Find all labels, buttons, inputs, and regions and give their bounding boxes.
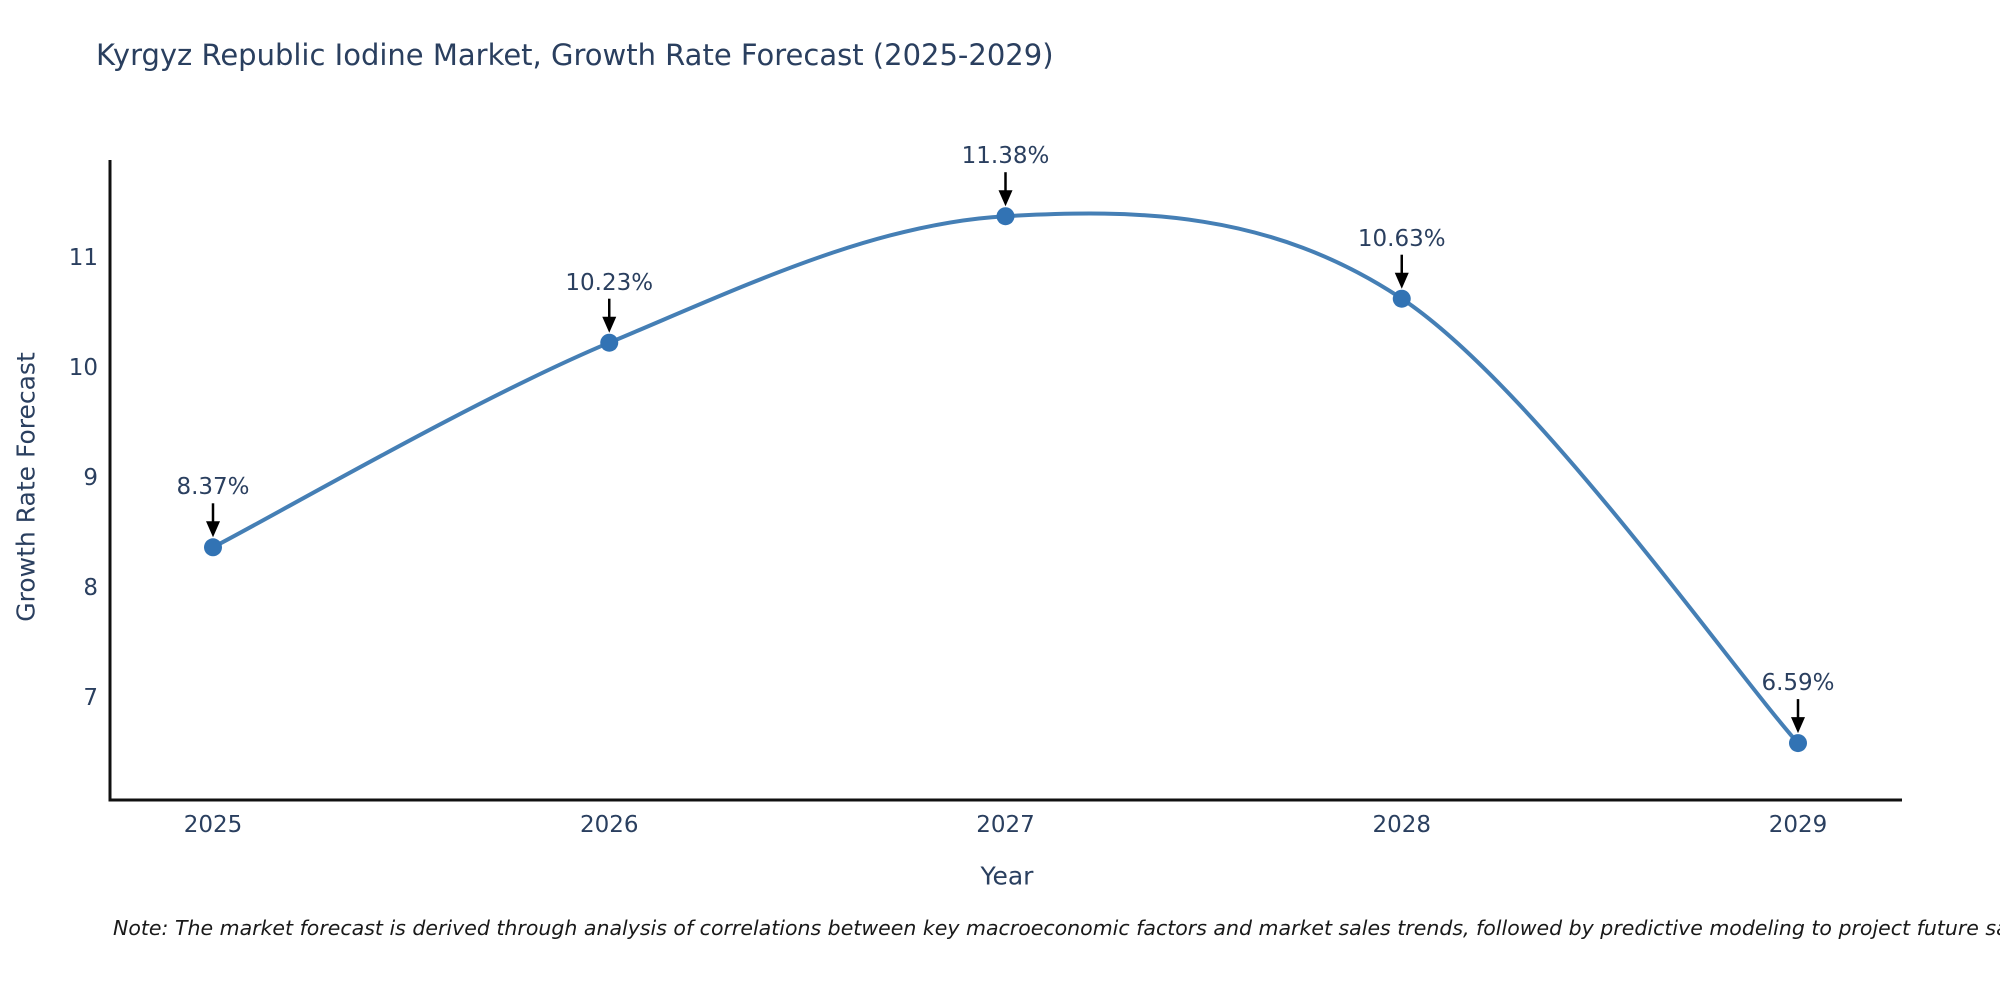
point-value-label: 10.63%: [1357, 225, 1446, 252]
y-tick-label: 8: [83, 575, 98, 601]
annotation-arrowhead-icon: [602, 316, 617, 333]
x-tick-label: 2026: [579, 812, 639, 838]
y-tick-label: 10: [68, 355, 98, 381]
point-value-label: 10.23%: [565, 269, 654, 296]
x-tick-label: 2025: [183, 812, 243, 838]
data-point-marker: [996, 207, 1015, 226]
annotation-arrowhead-icon: [998, 190, 1013, 207]
point-value-label: 6.59%: [1761, 670, 1835, 697]
annotation-arrowhead-icon: [206, 521, 220, 538]
point-value-label: 8.37%: [176, 474, 250, 501]
x-axis-title: Year: [980, 861, 1034, 891]
annotation-arrowhead-icon: [1791, 717, 1805, 734]
x-tick-label: 2027: [976, 812, 1035, 838]
chart-title: Kyrgyz Republic Iodine Market, Growth Ra…: [96, 38, 1054, 72]
data-point-marker: [1392, 289, 1411, 308]
y-tick-label: 9: [83, 465, 98, 491]
x-tick-label: 2029: [1768, 812, 1828, 838]
data-point-marker: [600, 333, 619, 352]
x-tick-label: 2028: [1372, 812, 1432, 838]
footnote: Note: The market forecast is derived thr…: [113, 916, 2000, 940]
forecast-line: [212, 211, 1800, 745]
y-tick-label: 7: [83, 685, 98, 711]
y-tick-label: 11: [68, 245, 98, 271]
annotation-arrowhead-icon: [1394, 272, 1409, 289]
data-point-marker: [204, 538, 222, 557]
point-value-label: 11.38%: [961, 143, 1050, 170]
data-point-marker: [1789, 734, 1807, 753]
